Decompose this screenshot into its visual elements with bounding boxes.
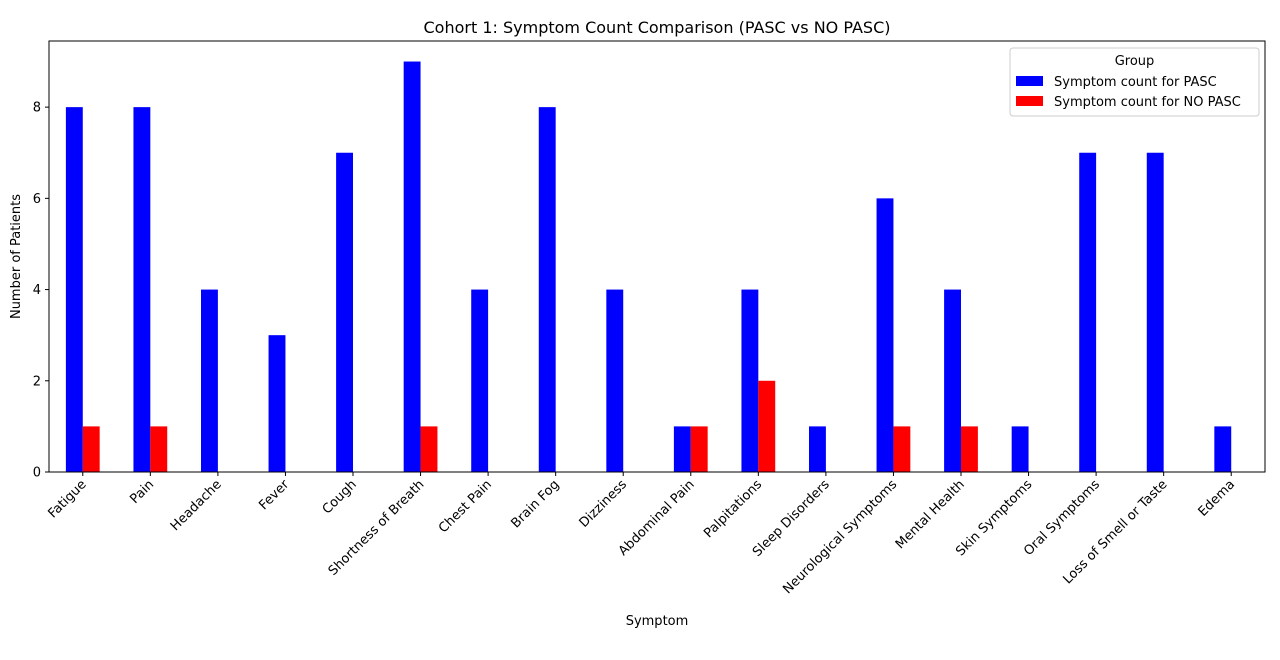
bar-symptom-count-for-pasc <box>1079 152 1097 473</box>
bar-symptom-count-for-pasc <box>268 335 286 472</box>
bar-symptom-count-for-pasc <box>1146 152 1164 473</box>
x-tick-label: Neurological Symptoms <box>780 477 900 597</box>
x-tick-label: Pain <box>127 477 157 507</box>
plot-frame <box>48 40 1266 473</box>
y-tick-label: 6 <box>33 192 41 207</box>
y-tick-label: 0 <box>33 466 41 481</box>
legend-box <box>1009 47 1260 117</box>
bar-symptom-count-for-pasc <box>876 198 894 472</box>
bar-symptom-count-for-pasc <box>201 289 218 472</box>
bar-symptom-count-for-pasc <box>65 107 83 473</box>
bar-symptom-count-for-pasc <box>809 426 826 472</box>
x-tick-label: Palpitations <box>701 477 765 541</box>
legend-label-no-pasc: Symptom count for NO PASC <box>1054 95 1241 110</box>
x-tick-label: Fever <box>256 477 292 513</box>
x-tick-label: Dizziness <box>577 477 631 531</box>
bar-symptom-count-for-no-pasc <box>420 426 438 472</box>
y-tick-label: 4 <box>33 283 41 298</box>
bar-symptom-count-for-pasc <box>471 289 489 472</box>
bar-symptom-count-for-pasc <box>673 426 691 472</box>
y-tick-label: 8 <box>33 101 41 116</box>
x-tick-label: Brain Fog <box>508 477 562 531</box>
legend-title: Group <box>1115 54 1155 69</box>
x-tick-label: Chest Pain <box>436 477 495 536</box>
y-axis: 0 2 4 6 8 <box>33 101 49 481</box>
bar-symptom-count-for-pasc <box>1011 426 1029 472</box>
x-tick-label: Edema <box>1196 477 1238 519</box>
legend-label-pasc: Symptom count for PASC <box>1054 75 1217 90</box>
bar-symptom-count-for-pasc <box>336 152 353 473</box>
bar-symptom-count-for-pasc <box>741 289 759 472</box>
bar-symptom-count-for-no-pasc <box>150 426 168 472</box>
bar-symptom-count-for-pasc <box>944 289 961 472</box>
bars-group <box>65 61 1232 473</box>
bar-symptom-count-for-pasc <box>606 289 624 472</box>
bar-symptom-count-for-pasc <box>1214 426 1232 472</box>
bar-symptom-count-for-pasc <box>133 107 151 473</box>
bar-symptom-count-for-no-pasc <box>893 426 911 472</box>
chart-title: Cohort 1: Symptom Count Comparison (PASC… <box>424 18 891 37</box>
bar-symptom-count-for-no-pasc <box>961 426 978 472</box>
x-tick-label: Mental Health <box>893 477 968 552</box>
bar-symptom-count-for-no-pasc <box>758 380 776 472</box>
bar-symptom-count-for-no-pasc <box>690 426 708 472</box>
legend-swatch-no-pasc <box>1016 96 1043 106</box>
bar-symptom-count-for-pasc <box>403 61 421 473</box>
x-tick-label: Headache <box>168 477 225 534</box>
y-axis-label: Number of Patients <box>9 194 24 319</box>
x-tick-label: Cough <box>320 477 360 517</box>
x-tick-label: Fatigue <box>45 477 89 521</box>
bar-symptom-count-for-no-pasc <box>82 426 100 472</box>
bar-symptom-count-for-pasc <box>538 107 556 473</box>
y-tick-label: 2 <box>33 374 41 389</box>
x-axis-label: Symptom <box>626 614 689 629</box>
legend: Group Symptom count for PASC Symptom cou… <box>1009 47 1260 117</box>
legend-swatch-pasc <box>1016 76 1043 86</box>
